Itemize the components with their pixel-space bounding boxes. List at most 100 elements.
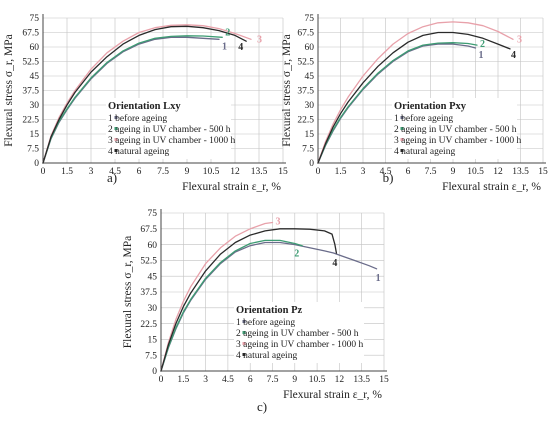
chart-b-legend-box — [392, 98, 517, 159]
chart-b-y-tick-label: 75 — [305, 14, 315, 24]
chart-c-x-tick-label: 9 — [292, 375, 297, 385]
chart-b-x-tick-label: 13.5 — [512, 167, 529, 177]
chart-b-y-tick-label: 52.5 — [297, 58, 314, 68]
chart-a-y-tick-label: 67.5 — [22, 29, 39, 39]
chart-c-y-tick-label: 22.5 — [140, 320, 157, 330]
chart-b-series-line-4 — [317, 31, 511, 164]
chart-a-y-tick-label: 75 — [30, 14, 40, 24]
chart-c-y-axis-title: Flexural stress σ_r, MPa — [122, 236, 134, 348]
chart-b-x-tick-label: 3 — [361, 167, 366, 177]
chart-a-y-tick-label: 0 — [34, 159, 39, 169]
chart-a-legend-box — [106, 98, 231, 159]
chart-a-y-tick-label: 7.5 — [27, 145, 39, 155]
chart-b-y-tick-label: 22.5 — [297, 116, 314, 126]
chart-b-y-tick-label: 7.5 — [302, 145, 314, 155]
chart-b-y-tick-label: 15 — [305, 130, 315, 140]
chart-a-y-axis-title: Flexural stress σ_r, MPa — [3, 34, 15, 146]
chart-a-legend-swatch — [114, 138, 118, 141]
chart-a-x-tick-label: 9 — [185, 167, 190, 177]
chart-c-y-tick-label: 45 — [148, 272, 158, 282]
chart-a-legend-item: 3 ageing in UV chamber - 1000 h — [108, 136, 236, 146]
chart-c-series-end-label: 4 — [332, 258, 337, 269]
chart-c-series-end-label: 3 — [276, 216, 281, 227]
chart-b-series-end-label: 1 — [479, 50, 484, 61]
chart-c-panel-label: c) — [257, 399, 267, 414]
chart-b-legend-swatch — [400, 116, 404, 119]
chart-c-x-tick-label: 0 — [159, 375, 164, 385]
chart-a-legend-swatch — [114, 127, 118, 130]
chart-c-x-tick-label: 10.5 — [309, 375, 326, 385]
chart-a-x-tick-label: 10.5 — [203, 167, 220, 177]
chart-c-legend-item: 3 ageing in UV chamber - 1000 h — [236, 340, 364, 350]
chart-c-x-tick-label: 6 — [248, 375, 253, 385]
chart-a-y-tick-label: 52.5 — [22, 58, 39, 68]
chart-c-series-line-2 — [160, 239, 303, 372]
chart-c-x-tick-label: 7.5 — [267, 375, 279, 385]
chart-a-legend-swatch — [114, 149, 118, 152]
chart-a-x-tick-label: 3 — [89, 167, 94, 177]
chart-b-y-tick-label: 45 — [305, 72, 315, 82]
chart-a-series-line-3 — [42, 24, 252, 164]
chart-c-series-line-4 — [160, 228, 338, 372]
chart-a: 0 1.5 3 4.5 6 7.5 9 10.5 12 13.5 1507.51522.53037.… — [3, 14, 288, 193]
chart-c-y-tick-label: 67.5 — [140, 225, 157, 235]
chart-c-legend-item: 2 ageing in UV chamber - 500 h — [236, 329, 359, 339]
chart-b-legend-item: 1 before ageing — [394, 113, 453, 124]
chart-a-legend-item: 4 natural ageing — [108, 147, 169, 157]
chart-a-panel-label: a) — [107, 170, 117, 185]
chart-a-x-tick-label: 0 — [41, 167, 46, 177]
chart-b-x-tick-label: 0 — [316, 167, 321, 177]
chart-a-series-end-label: 3 — [257, 34, 262, 45]
chart-b-x-tick-label: 1.5 — [335, 167, 347, 177]
chart-a-y-tick-label: 15 — [30, 130, 40, 140]
chart-a-legend-item: 2 ageing in UV chamber - 500 h — [108, 125, 231, 135]
chart-a-y-tick-label: 30 — [30, 101, 40, 111]
chart-b-series-end-label: 3 — [517, 34, 522, 45]
chart-b-panel-label: b) — [383, 170, 394, 185]
chart-c-legend-item: 1 before ageing — [236, 317, 295, 328]
chart-b-legend-swatch — [400, 127, 404, 130]
chart-c-series-end-label: 1 — [376, 273, 381, 284]
chart-c: 0 1.5 3 4.5 6 7.5 9 10.5 12 13.5 1507.51522.53037.… — [122, 209, 389, 414]
chart-a-y-tick-label: 60 — [30, 43, 40, 53]
chart-b-series-line-2 — [317, 42, 478, 164]
chart-c-y-tick-label: 60 — [148, 241, 158, 251]
chart-a-x-tick-label: 15 — [278, 167, 288, 177]
chart-a-series-end-label: 4 — [238, 42, 243, 53]
chart-c-legend-box — [234, 302, 364, 363]
chart-c-legend-swatch — [242, 353, 246, 356]
chart-a-x-tick-label: 6 — [137, 167, 142, 177]
chart-b-x-tick-label: 7.5 — [425, 167, 437, 177]
chart-b-series-end-label: 2 — [480, 39, 485, 50]
chart-b-y-tick-label: 60 — [305, 43, 315, 53]
chart-a-legend-item: 1 before ageing — [108, 113, 167, 124]
chart-c-legend-item: 4 natural ageing — [236, 351, 297, 361]
chart-c-y-tick-label: 75 — [148, 209, 158, 219]
chart-a-y-tick-label: 22.5 — [22, 116, 39, 126]
chart-b-x-tick-label: 12 — [493, 167, 503, 177]
chart-b-y-tick-label: 0 — [309, 159, 314, 169]
chart-a-x-tick-label: 7.5 — [157, 167, 169, 177]
chart-c-x-tick-label: 1.5 — [177, 375, 189, 385]
chart-c-y-tick-label: 0 — [152, 367, 157, 377]
chart-a-y-tick-label: 45 — [30, 72, 40, 82]
chart-a-legend-swatch — [114, 116, 118, 119]
chart-b-y-tick-label: 30 — [305, 101, 315, 111]
chart-b-x-tick-label: 4.5 — [380, 167, 392, 177]
chart-a-x-tick-label: 1.5 — [61, 167, 73, 177]
chart-b-legend-swatch — [400, 149, 404, 152]
chart-c-x-tick-label: 13.5 — [353, 375, 370, 385]
chart-b-x-tick-label: 10.5 — [467, 167, 484, 177]
chart-b-legend-swatch — [400, 138, 404, 141]
chart-b-series-end-label: 4 — [511, 50, 516, 61]
chart-b-x-axis-title: Flexural strain ε_r, % — [442, 181, 541, 193]
chart-a-y-tick-label: 37.5 — [22, 87, 39, 97]
chart-b-legend-title: Orientation Pxy — [394, 101, 467, 112]
chart-c-legend-swatch — [242, 331, 246, 334]
chart-a-x-axis-title: Flexural strain ε_r, % — [182, 181, 281, 193]
chart-b-series-line-3 — [317, 21, 514, 164]
